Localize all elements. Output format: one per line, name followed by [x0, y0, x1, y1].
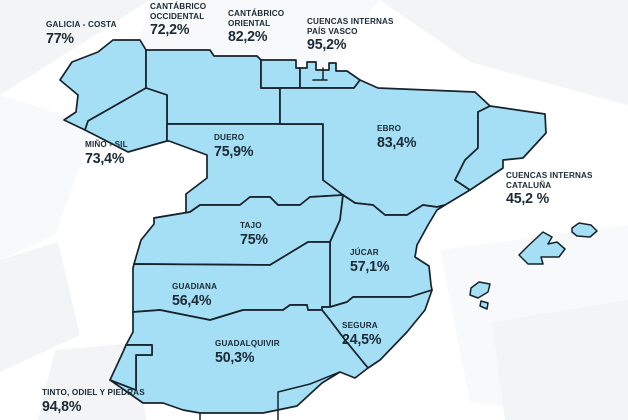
region-shape-pais_vasco	[299, 61, 361, 89]
basque-internal-border	[312, 67, 328, 81]
background-facet	[0, 95, 95, 260]
background-facet	[0, 0, 150, 95]
island-ibiza	[469, 281, 491, 299]
south-coast-internal-border	[277, 371, 341, 420]
region-shape-cantabrico_oriental	[260, 59, 301, 89]
region-shape-guadalquivir	[109, 304, 369, 414]
island-formentera	[479, 300, 489, 310]
background-facet	[380, 0, 628, 105]
region-shape-tinto_odiel_piedras	[109, 344, 153, 391]
region-shape-mino_sil	[84, 87, 168, 153]
island-mallorca	[518, 231, 566, 265]
background-facet	[0, 242, 80, 372]
island-menorca	[571, 222, 598, 238]
region-shape-cataluna	[454, 105, 547, 191]
background-facet	[492, 300, 628, 420]
region-shape-tajo	[133, 194, 344, 266]
